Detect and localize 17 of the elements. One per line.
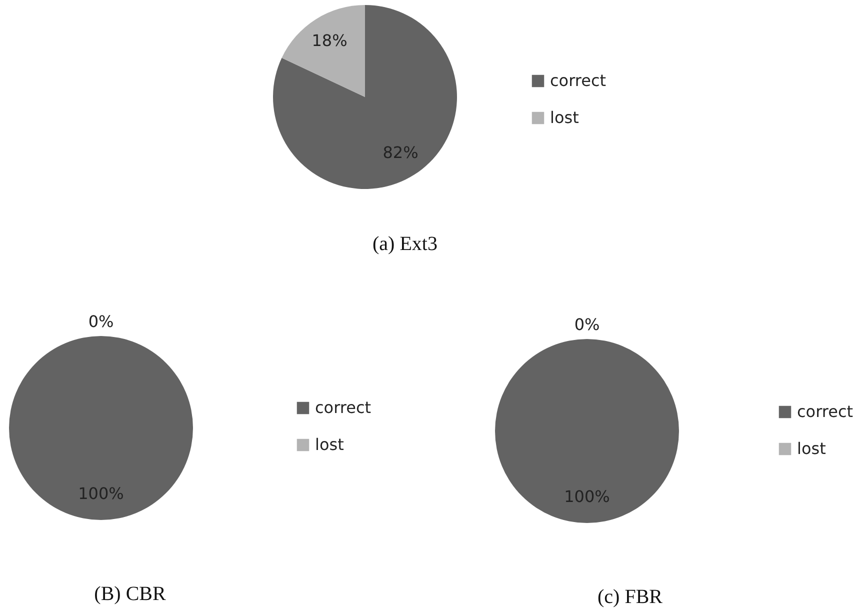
pie-slice [273,5,457,189]
data-label: 82% [382,142,418,162]
legend-label: correct [550,71,606,90]
data-label: 100% [564,487,610,506]
text: (B) CBR [94,583,166,605]
text: (c) FBR [598,586,664,608]
pie-slice [282,5,365,97]
text: 0% [574,315,600,334]
data-label: 18% [312,31,348,50]
legend-label: correct [797,402,854,421]
legend-label: lost [550,108,579,127]
text: 0% [88,312,114,331]
data-label: 100% [78,484,124,504]
legend-label: correct [315,398,372,417]
legend-label: lost [315,435,344,454]
legend-label: lost [797,439,826,458]
text: (a) Ext3 [372,233,438,255]
